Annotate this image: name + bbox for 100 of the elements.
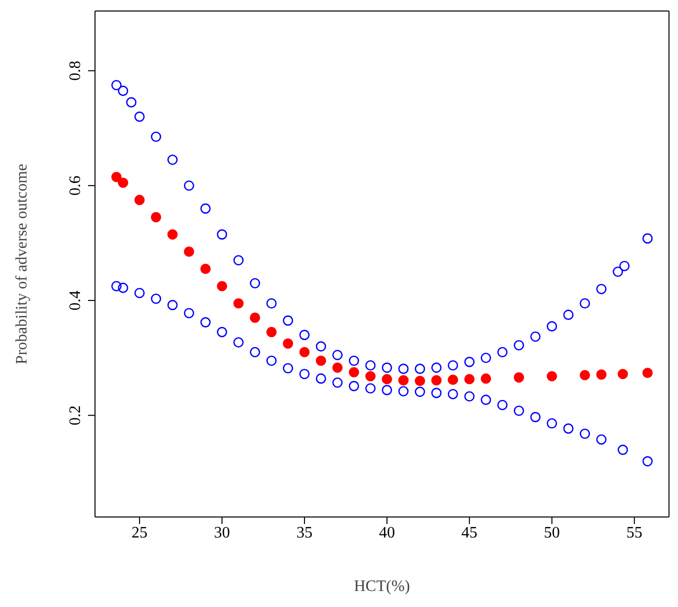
point (619, 260, 630, 272)
point (530, 332, 541, 342)
point (200, 203, 211, 214)
x-tick-label: 40 (378, 524, 395, 542)
point (299, 330, 310, 340)
point (514, 372, 524, 383)
x-tick-label: 55 (626, 524, 642, 542)
point (398, 375, 409, 386)
point (316, 341, 326, 352)
point (596, 434, 607, 445)
point (642, 456, 653, 466)
point (299, 347, 310, 358)
point (382, 384, 392, 396)
point (233, 337, 244, 348)
point (612, 266, 624, 277)
point (150, 294, 162, 304)
point (250, 312, 260, 323)
y-axis-title: Probability of adverse outcome (14, 164, 30, 364)
y-tick-label: 0.6 (67, 176, 84, 196)
point (580, 298, 590, 308)
point (382, 374, 392, 384)
point (365, 383, 376, 394)
point (200, 264, 211, 274)
x-axis-title: HCT(%) (354, 578, 410, 595)
point (546, 371, 558, 382)
point (167, 229, 178, 240)
point (480, 394, 492, 405)
point (282, 315, 294, 326)
point (348, 356, 360, 366)
point (250, 278, 260, 288)
point (216, 326, 228, 338)
point (497, 347, 508, 358)
point (184, 308, 194, 318)
point (216, 229, 228, 240)
point (118, 86, 128, 96)
point (618, 444, 628, 455)
point (448, 374, 458, 385)
point (365, 371, 376, 382)
point (167, 154, 178, 165)
point (448, 360, 458, 371)
point (464, 391, 475, 402)
y-tick-label: 0.4 (67, 290, 84, 310)
point (184, 180, 194, 191)
y-tick-label: 0.8 (67, 60, 84, 81)
point (266, 298, 277, 308)
point (233, 255, 244, 266)
point (233, 298, 244, 308)
point (150, 212, 162, 222)
point (398, 364, 409, 374)
x-tick-label: 35 (296, 524, 312, 542)
point (282, 338, 294, 349)
point (316, 356, 326, 366)
point (580, 370, 590, 380)
x-tick-label: 45 (461, 524, 478, 542)
point (398, 386, 409, 396)
point (431, 388, 442, 398)
point (480, 373, 492, 384)
point (167, 300, 178, 310)
point (282, 363, 294, 374)
point (111, 280, 122, 292)
point (414, 376, 426, 386)
point (134, 194, 145, 206)
point (365, 360, 376, 371)
x-tick-label: 30 (214, 524, 230, 542)
x-tick-label: 50 (544, 524, 560, 542)
point (497, 400, 508, 410)
point (448, 388, 458, 400)
point (250, 347, 260, 358)
point (332, 362, 343, 373)
point (563, 310, 574, 320)
point (216, 280, 228, 292)
point (642, 233, 653, 244)
point (431, 362, 442, 373)
point (618, 368, 628, 380)
point (118, 178, 128, 188)
point (316, 373, 326, 384)
point (111, 80, 122, 90)
point (414, 364, 426, 374)
point (414, 386, 426, 397)
point (299, 368, 310, 380)
point (184, 246, 194, 257)
point (332, 377, 343, 388)
point (514, 406, 524, 416)
point (134, 112, 145, 122)
point (546, 321, 558, 332)
point (563, 423, 574, 434)
point (348, 367, 360, 378)
point (580, 428, 590, 439)
point (266, 326, 277, 338)
point (480, 352, 492, 364)
x-tick-label: 25 (132, 524, 148, 542)
point (642, 368, 653, 378)
point (348, 380, 360, 392)
point (126, 97, 136, 108)
point (266, 356, 277, 366)
point (382, 362, 392, 373)
point (111, 172, 122, 182)
y-tick-label: 0.2 (67, 405, 84, 426)
point (150, 132, 162, 142)
point (464, 374, 475, 384)
